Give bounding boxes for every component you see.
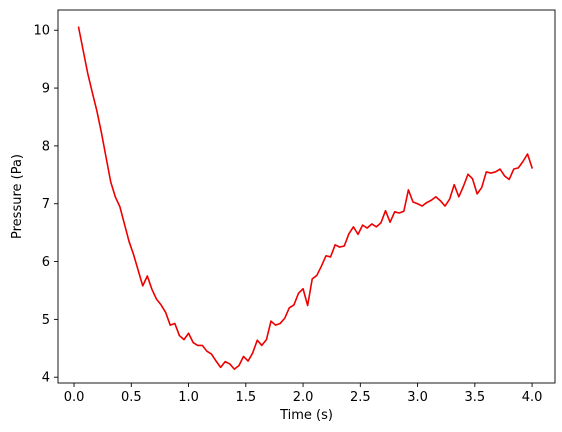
x-tick-label: 1.5 <box>235 390 256 405</box>
x-axis-label: Time (s) <box>279 408 333 423</box>
x-tick-label: 0.0 <box>64 390 85 405</box>
y-tick-label: 5 <box>42 313 50 328</box>
series-layer <box>77 26 534 370</box>
x-tick-label: 1.0 <box>178 390 199 405</box>
y-axis-ticks: 4 5 6 7 8 9 10 <box>33 24 58 386</box>
y-tick-label: 6 <box>42 255 50 270</box>
x-tick-label: 2.0 <box>293 390 314 405</box>
y-axis-label: Pressure (Pa) <box>10 154 25 239</box>
plot-background <box>58 10 555 383</box>
x-tick-label: 2.5 <box>350 390 371 405</box>
x-tick-label: 0.5 <box>121 390 142 405</box>
x-tick-label: 3.5 <box>464 390 485 405</box>
y-tick-label: 7 <box>42 197 50 212</box>
y-tick-label: 9 <box>42 82 50 97</box>
x-axis-ticks: 0.0 0.5 1.0 1.5 2.0 2.5 3.0 3.5 4.0 <box>64 383 543 405</box>
y-tick-label: 8 <box>42 139 50 154</box>
y-tick-label: 4 <box>42 371 50 386</box>
x-tick-label: 4.0 <box>522 390 543 405</box>
pressure-line <box>77 26 534 370</box>
plot-frame <box>57 9 556 384</box>
x-tick-label: 3.0 <box>407 390 428 405</box>
y-tick-label: 10 <box>33 24 50 39</box>
